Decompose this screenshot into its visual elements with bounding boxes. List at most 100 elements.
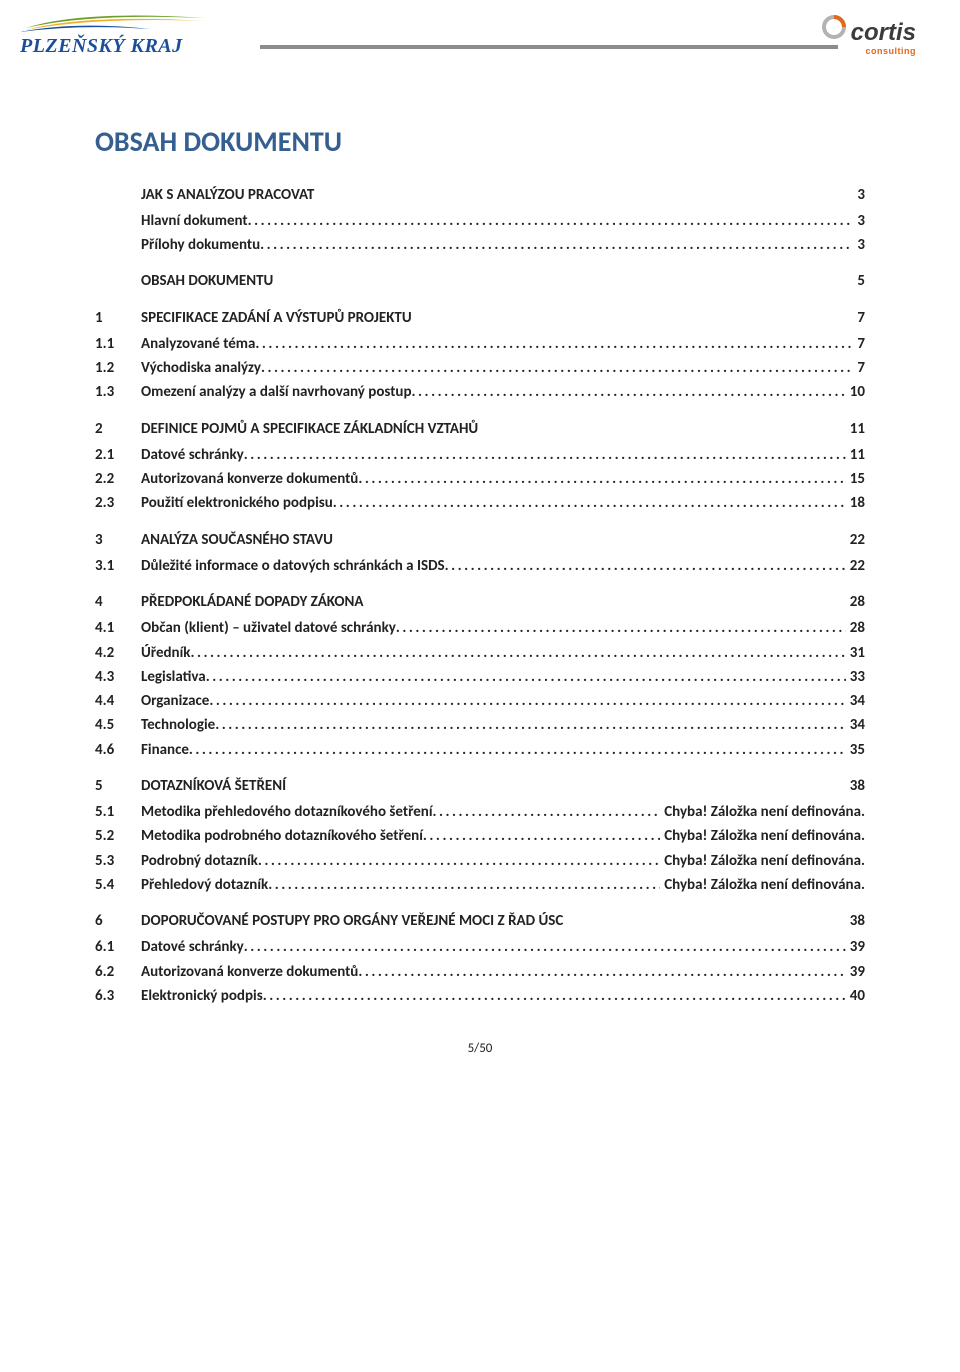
toc-num: 4.3 <box>95 667 141 687</box>
toc-num: 4.4 <box>95 691 141 711</box>
toc-leader <box>561 271 849 291</box>
toc-num: 1.3 <box>95 382 141 402</box>
toc-leader <box>261 358 853 378</box>
toc-label: Metodika podrobného dotazníkového šetřen… <box>141 826 423 846</box>
toc-num: 2.1 <box>95 445 141 465</box>
toc-leader <box>631 308 850 328</box>
toc-page: 35 <box>846 740 865 760</box>
toc-page: Chyba! Záložka není definována. <box>660 826 865 846</box>
toc-num: 1.1 <box>95 334 141 354</box>
toc-section[interactable]: OBSAH DOKUMENTU 5 <box>95 271 865 291</box>
toc-sub[interactable]: 2.2Autorizovaná konverze dokumentů 15 <box>95 469 865 489</box>
toc-sub[interactable]: 6.3Elektronický podpis 40 <box>95 986 865 1006</box>
toc-sub[interactable]: 1.2Východiska analýzy7 <box>95 358 865 378</box>
toc-leader <box>433 802 661 822</box>
toc-label: ANALÝZA SOUČASNÉHO STAVU <box>141 530 587 550</box>
toc-page: 38 <box>842 911 865 931</box>
toc-section[interactable]: JAK S ANALÝZOU PRACOVAT3 <box>95 185 865 205</box>
toc-label: Východiska analýzy <box>141 358 261 378</box>
toc-section[interactable]: 5DOTAZNÍKOVÁ ŠETŘENÍ38 <box>95 776 865 796</box>
toc-num: 4 <box>95 592 141 612</box>
toc-label: Autorizovaná konverze dokumentů <box>141 962 358 982</box>
toc-page: 34 <box>846 715 865 735</box>
toc-label: Autorizovaná konverze dokumentů <box>141 469 358 489</box>
toc-section[interactable]: 6DOPORUČOVANÉ POSTUPY PRO ORGÁNY VEŘEJNÉ… <box>95 911 865 931</box>
toc-leader <box>189 740 846 760</box>
toc-label: DOTAZNÍKOVÁ ŠETŘENÍ <box>141 776 564 796</box>
toc-page: 18 <box>846 493 865 513</box>
toc-leader <box>209 691 845 711</box>
toc-sub[interactable]: Hlavní dokument3 <box>95 211 865 231</box>
toc-num: 1 <box>95 308 141 328</box>
toc-label: Elektronický podpis <box>141 986 263 1006</box>
toc-sub[interactable]: Přílohy dokumentu3 <box>95 235 865 255</box>
toc-leader <box>191 643 846 663</box>
toc-label: DOPORUČOVANÉ POSTUPY PRO ORGÁNY VEŘEJNÉ … <box>141 911 703 931</box>
toc-leader <box>358 469 845 489</box>
toc-page: 7 <box>849 308 865 328</box>
toc-leader <box>248 211 854 231</box>
toc-page: Chyba! Záložka není definována. <box>660 851 865 871</box>
toc-label: Podrobný dotazník <box>141 851 258 871</box>
toc-sub[interactable]: 5.2Metodika podrobného dotazníkového šet… <box>95 826 865 846</box>
toc-leader <box>423 826 660 846</box>
toc-sub[interactable]: 6.2Autorizovaná konverze dokumentů39 <box>95 962 865 982</box>
toc-num: 2 <box>95 419 141 439</box>
toc-leader <box>660 419 842 439</box>
toc-sub[interactable]: 4.3Legislativa33 <box>95 667 865 687</box>
toc-page: Chyba! Záložka není definována. <box>660 802 865 822</box>
toc-num: 6.2 <box>95 962 141 982</box>
toc-label: OBSAH DOKUMENTU <box>141 271 561 291</box>
logo-right-text: cortis <box>851 19 916 46</box>
toc-leader <box>412 382 846 402</box>
page-header: PLZEŇSKÝ KRAJ cortis consulting <box>0 0 960 95</box>
toc-sub[interactable]: 5.4Přehledový dotazníkChyba! Záložka nen… <box>95 875 865 895</box>
toc-page: 22 <box>846 556 865 576</box>
toc-leader <box>703 911 842 931</box>
toc-section[interactable]: 3ANALÝZA SOUČASNÉHO STAVU22 <box>95 530 865 550</box>
toc-num: 5 <box>95 776 141 796</box>
toc-sub[interactable]: 5.3Podrobný dotazníkChyba! Záložka není … <box>95 851 865 871</box>
toc-sub[interactable]: 6.1Datové schránky39 <box>95 937 865 957</box>
toc-page: 15 <box>846 469 865 489</box>
toc-page: 40 <box>846 986 865 1006</box>
toc-sub[interactable]: 2.3Použití elektronického podpisu18 <box>95 493 865 513</box>
toc-leader <box>603 592 842 612</box>
toc-sub[interactable]: 3.1Důležité informace o datových schránk… <box>95 556 865 576</box>
toc-section[interactable]: 1SPECIFIKACE ZADÁNÍ A VÝSTUPŮ PROJEKTU 7 <box>95 308 865 328</box>
toc-num: 6.1 <box>95 937 141 957</box>
toc-sub[interactable]: 4.1Občan (klient) – uživatel datové schr… <box>95 618 865 638</box>
toc-leader <box>263 986 846 1006</box>
table-of-contents: JAK S ANALÝZOU PRACOVAT3 Hlavní dokument3… <box>95 185 865 1007</box>
toc-label: Organizace <box>141 691 209 711</box>
toc-num: 4.5 <box>95 715 141 735</box>
toc-label: SPECIFIKACE ZADÁNÍ A VÝSTUPŮ PROJEKTU <box>141 308 631 328</box>
toc-label: Finance <box>141 740 189 760</box>
toc-sub[interactable]: 5.1Metodika přehledového dotazníkového š… <box>95 802 865 822</box>
toc-section[interactable]: 2DEFINICE POJMŮ A SPECIFIKACE ZÁKLADNÍCH… <box>95 419 865 439</box>
doc-title: OBSAH DOKUMENTU <box>95 125 865 159</box>
logo-plzensky-kraj: PLZEŇSKÝ KRAJ <box>20 8 230 56</box>
toc-sub[interactable]: 2.1Datové schránky11 <box>95 445 865 465</box>
toc-sub[interactable]: 1.3Omezení analýzy a další navrhovaný po… <box>95 382 865 402</box>
toc-num: 3 <box>95 530 141 550</box>
toc-sub[interactable]: 1.1Analyzované téma7 <box>95 334 865 354</box>
toc-num: 4.2 <box>95 643 141 663</box>
toc-page: 3 <box>849 185 865 205</box>
toc-sub[interactable]: 4.6Finance35 <box>95 740 865 760</box>
page-body: OBSAH DOKUMENTU JAK S ANALÝZOU PRACOVAT3… <box>0 95 960 1079</box>
toc-num: 6.3 <box>95 986 141 1006</box>
toc-label: Technologie <box>141 715 215 735</box>
toc-page: 5 <box>849 271 865 291</box>
toc-num: 2.2 <box>95 469 141 489</box>
toc-sub[interactable]: 4.5Technologie 34 <box>95 715 865 735</box>
toc-page: 34 <box>846 691 865 711</box>
toc-num: 3.1 <box>95 556 141 576</box>
toc-sub[interactable]: 4.2Úředník31 <box>95 643 865 663</box>
toc-num: 5.4 <box>95 875 141 895</box>
ring-icon <box>821 26 851 45</box>
toc-section[interactable]: 4PŘEDPOKLÁDANÉ DOPADY ZÁKONA28 <box>95 592 865 612</box>
toc-leader <box>396 618 846 638</box>
toc-leader <box>215 715 846 735</box>
toc-sub[interactable]: 4.4Organizace 34 <box>95 691 865 711</box>
